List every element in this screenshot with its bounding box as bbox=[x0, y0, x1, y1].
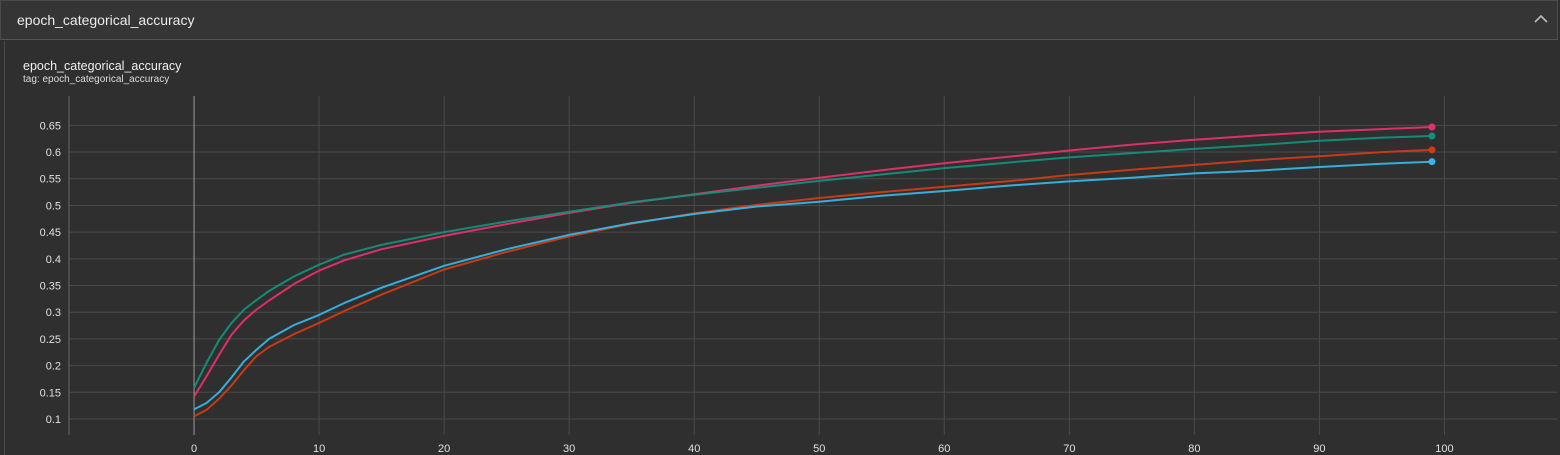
y-tick-label: 0.5 bbox=[46, 200, 61, 212]
y-tick-label: 0.6 bbox=[46, 147, 61, 159]
y-tick-label: 0.55 bbox=[40, 174, 61, 186]
y-tick-label: 0.4 bbox=[46, 254, 61, 266]
x-tick-label: 40 bbox=[688, 443, 700, 455]
series-line-3[interactable] bbox=[193, 148, 1433, 418]
series-endpoint-4[interactable] bbox=[1428, 158, 1436, 166]
x-tick-label: 50 bbox=[813, 443, 825, 455]
y-tick-label: 0.15 bbox=[40, 387, 61, 399]
y-tick-label: 0.1 bbox=[46, 414, 61, 426]
x-tick-label: 20 bbox=[438, 443, 450, 455]
x-tick-label: 30 bbox=[563, 443, 575, 455]
chart-card: epoch_categorical_accuracy tag: epoch_ca… bbox=[4, 41, 1560, 455]
x-tick-label: 90 bbox=[1313, 443, 1325, 455]
chart-title: epoch_categorical_accuracy bbox=[23, 59, 182, 73]
x-tick-label: 60 bbox=[938, 443, 950, 455]
x-tick-label: 100 bbox=[1435, 443, 1453, 455]
series-endpoint-3[interactable] bbox=[1428, 146, 1436, 154]
x-tick-label: 80 bbox=[1188, 443, 1200, 455]
chevron-up-icon[interactable] bbox=[1531, 9, 1551, 29]
y-tick-label: 0.65 bbox=[40, 120, 61, 132]
series-line-2[interactable] bbox=[193, 135, 1433, 389]
series-line-1[interactable] bbox=[193, 126, 1433, 398]
chart-tag: tag: epoch_categorical_accuracy bbox=[23, 74, 170, 85]
x-tick-label: 0 bbox=[191, 443, 197, 455]
series-endpoint-2[interactable] bbox=[1428, 132, 1436, 140]
panel-header[interactable]: epoch_categorical_accuracy bbox=[0, 0, 1558, 40]
series-endpoint-1[interactable] bbox=[1428, 123, 1436, 131]
y-tick-label: 0.2 bbox=[46, 361, 61, 373]
x-tick-label: 10 bbox=[313, 443, 325, 455]
y-tick-label: 0.3 bbox=[46, 307, 61, 319]
series-line-4[interactable] bbox=[193, 160, 1433, 411]
line-chart[interactable]: 0.1 0.15 0.2 0.25 0.3 0.35 0.4 0.45 0.5 0.55 0.6 0.… bbox=[5, 41, 1560, 455]
y-tick-label: 0.35 bbox=[40, 281, 61, 293]
x-tick-label: 70 bbox=[1063, 443, 1075, 455]
y-tick-label: 0.25 bbox=[40, 334, 61, 346]
panel-title: epoch_categorical_accuracy bbox=[17, 12, 195, 28]
y-tick-label: 0.45 bbox=[40, 227, 61, 239]
